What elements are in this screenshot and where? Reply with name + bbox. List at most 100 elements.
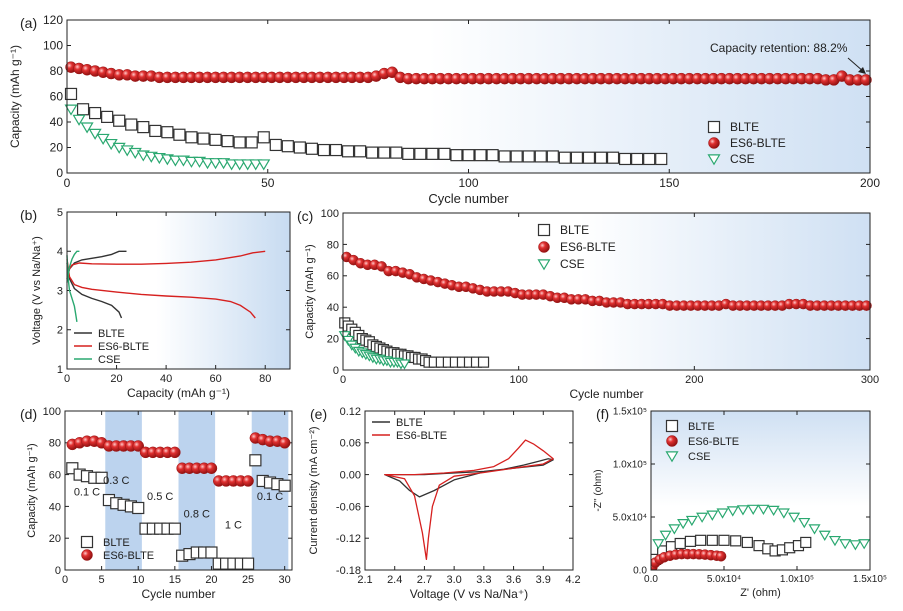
data-point [767,505,780,517]
legend-marker [80,535,94,549]
x-tick-label: 100 [458,176,478,190]
x-tick-label: 25 [242,574,254,586]
x-tick-label: 2.4 [387,574,402,586]
annotation-arrowhead [858,67,866,74]
data-point [668,524,681,535]
data-point [269,138,282,152]
y-tick-label: 5 [57,207,63,219]
legend-label: CSE [730,152,755,166]
y-tick-label: 100 [43,406,61,418]
x-tick-label: 1.5x10⁵ [853,574,887,585]
data-point [125,118,138,131]
panel-d: 0 5 10 15 20 25 30 0 20 40 60 80 100 Cycle number Capa… [20,406,293,601]
data-point [249,454,262,467]
data-point [168,522,181,535]
legend-marker [665,419,679,433]
y-tick-label: 80 [50,64,64,78]
data-point [233,136,246,149]
cv-es6-blte [384,439,554,561]
y-tick-label: 0.00 [340,469,361,481]
data-point [64,87,78,101]
legend-label: ES6-BLTE [98,341,149,353]
data-point [169,446,181,459]
data-point [677,519,690,530]
x-tick-label: 0 [62,574,68,586]
legend-label: ES6-BLTE [103,550,154,562]
x-axis-title: Cycle number [569,387,643,401]
data-point [184,156,199,168]
x-axis-title: Z' (ohm) [740,587,781,599]
data-point [76,103,90,116]
y-tick-label: 100 [321,208,339,220]
y-tick-label: -0.18 [336,565,361,577]
x-tick-label: 150 [659,176,679,190]
data-point [278,479,291,492]
x-tick-label: 3.6 [506,574,521,586]
x-tick-label: 3.3 [476,574,491,586]
rate-label: 0.1 C [257,491,283,503]
panel-label: (a) [20,15,37,31]
rate-band [178,411,216,570]
data-point [474,149,487,162]
x-axis-title: Cycle number [141,587,215,601]
x-tick-label: 0 [64,176,71,190]
data-point [462,149,475,162]
rate-label: 0.8 C [184,509,210,521]
legend-label: ES6-BLTE [560,240,616,254]
legend-label: BLTE [688,421,715,433]
y-tick-label: 3 [57,285,63,297]
x-tick-label: 5 [99,574,105,586]
data-point [450,149,463,162]
rate-label: 0.3 C [103,475,129,487]
y-tick-label: 2 [57,325,63,337]
x-tick-label: 200 [685,374,703,386]
x-tick-label: 1.0x10⁵ [780,574,814,585]
data-point [278,437,291,449]
curve-es6-blte-discharge [66,259,256,319]
legend-label: ES6-BLTE [688,436,739,448]
panel-label: (d) [20,406,37,422]
y-tick-label: 20 [49,533,61,545]
y-tick-label: 1.5x10⁵ [613,407,647,418]
data-point [486,149,499,162]
data-point [674,537,686,550]
y-tick-label: 0 [333,365,339,377]
data-point [366,146,379,159]
y-tick-label: 5.0x10⁴ [613,513,647,524]
data-point [858,539,870,550]
plot-background [67,20,870,173]
series-cse [338,331,411,370]
data-point [706,534,718,546]
legend-marker [708,137,720,149]
y-tick-label: 0.12 [340,406,361,418]
x-tick-label: 40 [160,373,172,385]
data-point [798,517,811,529]
y-tick-label: 40 [50,115,64,129]
x-tick-label: 0.0 [644,574,658,585]
x-tick-label: 2.1 [357,574,372,586]
legend-label: CSE [560,257,585,271]
data-point [378,146,391,159]
data-point [241,159,255,171]
data-point [788,512,801,523]
data-point [757,504,770,515]
data-point [197,132,210,145]
x-tick-label: 5.0x10⁴ [707,574,741,585]
data-point [293,141,306,154]
series-cse [652,504,870,551]
data-point [741,536,753,549]
x-tick-label: 0 [64,373,70,385]
data-point [546,150,559,163]
panel-label: (b) [20,207,37,223]
y-tick-label: 1 [57,364,63,376]
y-tick-label: 100 [43,39,63,53]
y-tick-label: 0 [55,565,61,577]
legend-marker [538,241,550,253]
rate-label: 0.1 C [74,486,100,498]
y-tick-label: 40 [327,302,339,314]
axes-frame [64,410,293,571]
rate-label: 0.5 C [147,491,173,503]
data-point [861,300,872,311]
data-point [818,530,831,541]
data-point [64,104,78,116]
